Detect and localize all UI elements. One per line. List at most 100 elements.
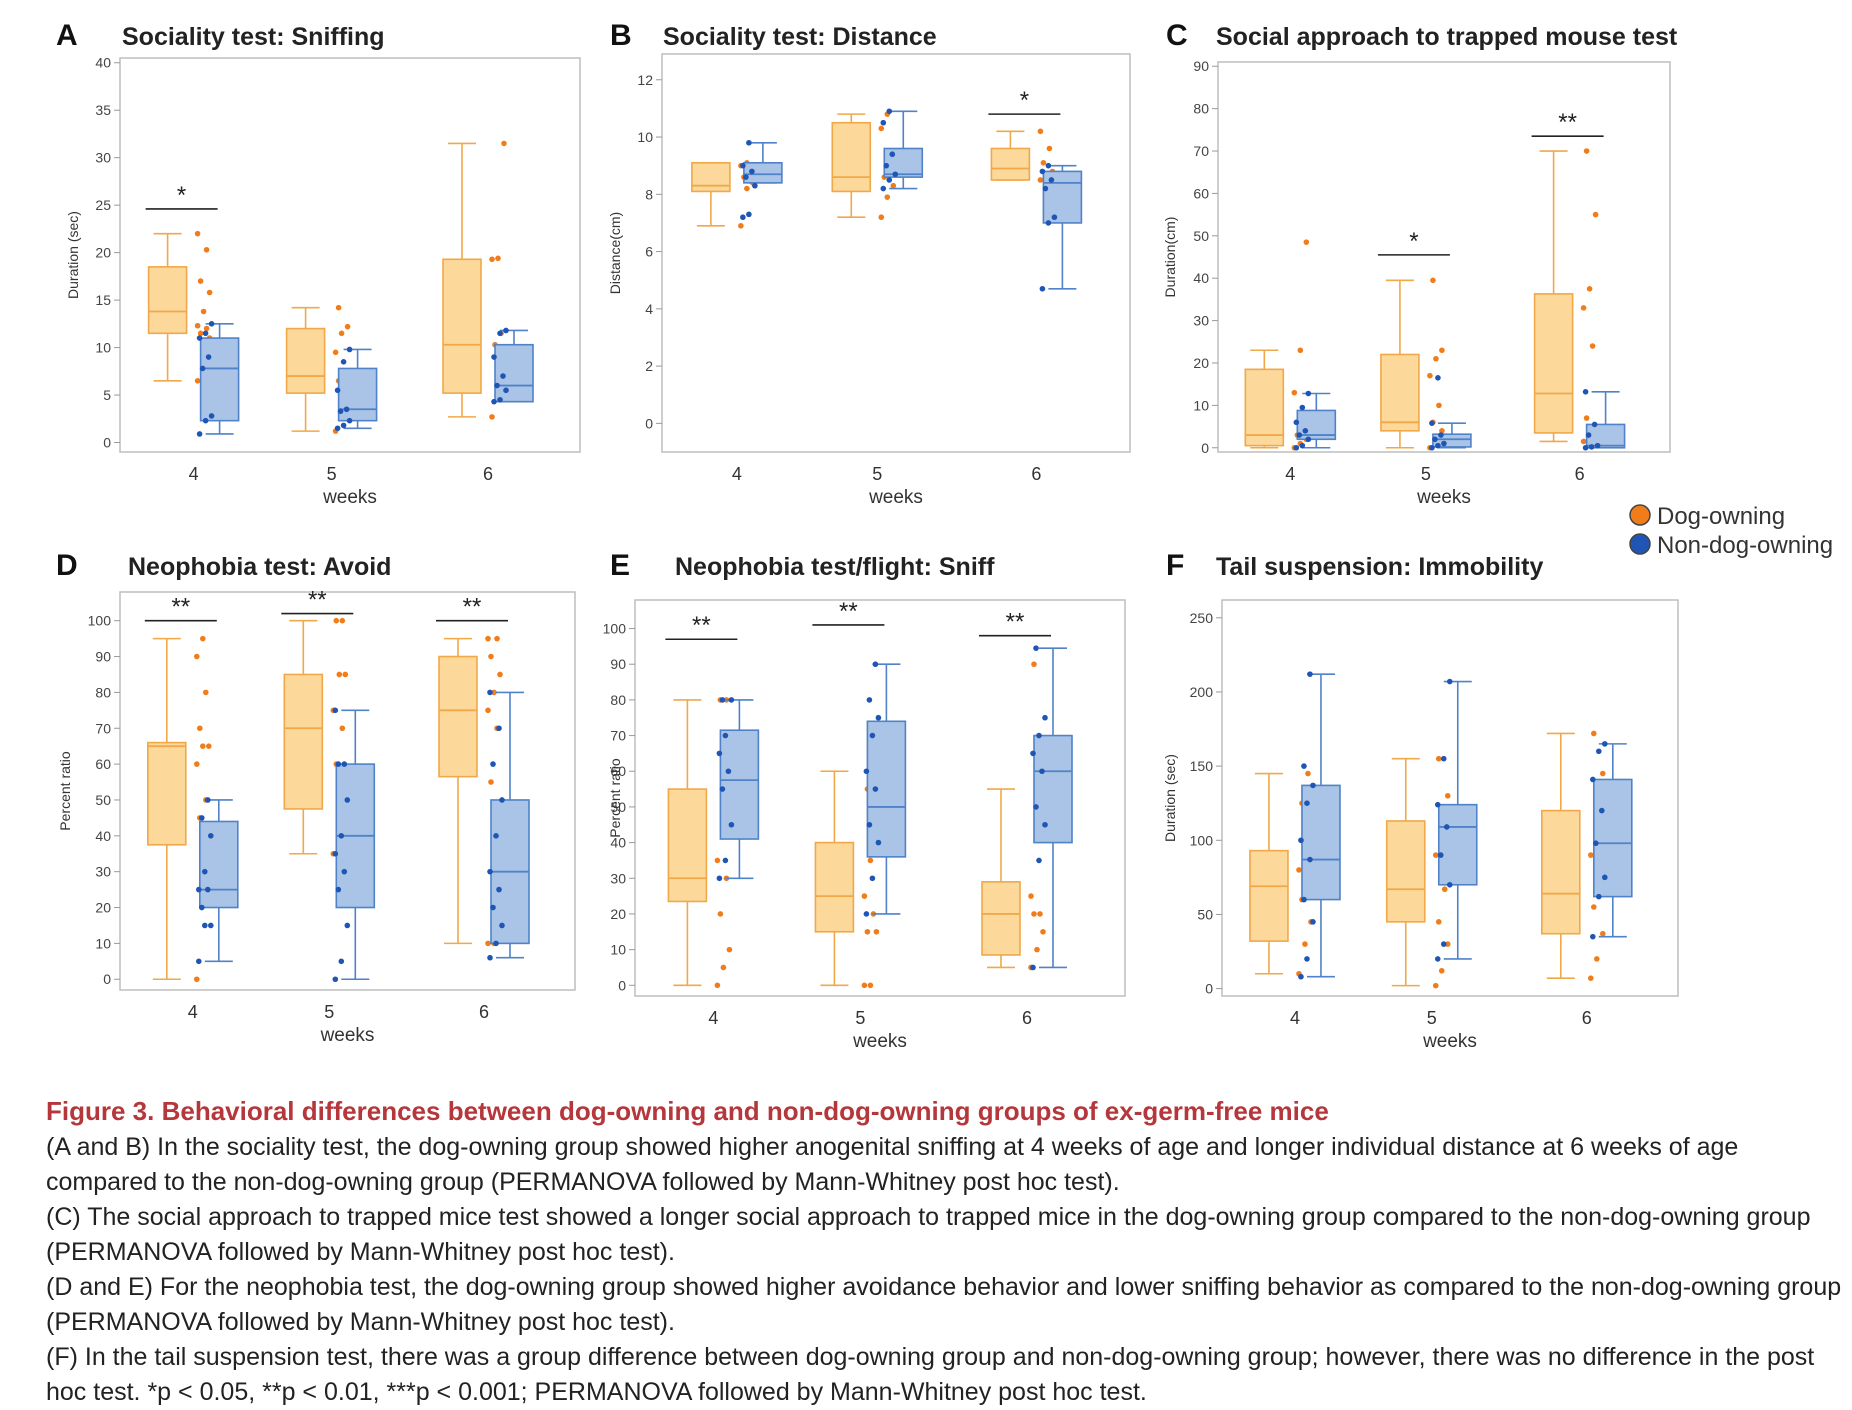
panel-d-point-dog-w6-7 xyxy=(497,671,503,678)
panel-f-point-dog-w6-1 xyxy=(1594,956,1600,962)
panel-c-point-nondog-w6-5 xyxy=(1582,389,1589,395)
panel-d-box-dog-w4 xyxy=(147,637,187,981)
panel-e-point-dog-w4-0 xyxy=(714,982,721,989)
panel-c-point-dog-w5-4 xyxy=(1436,402,1442,409)
caption-paragraph-de: (D and E) For the neophobia test, the do… xyxy=(46,1273,1842,1336)
panel-f-xtick-label-6: 6 xyxy=(1582,1008,1592,1028)
panel-d-point-nondog-w5-10 xyxy=(332,707,339,714)
panel-d-box-nondog-w4 xyxy=(199,799,239,963)
panel-c-point-nondog-w5-0 xyxy=(1429,444,1435,451)
panel-e-point-nondog-w5-7 xyxy=(875,714,882,721)
panel-e-box-dog-w5 xyxy=(814,770,855,987)
panel-d-box-dog-w6 xyxy=(438,637,478,945)
panel-c-point-dog-w6-4 xyxy=(1589,343,1596,349)
panel-a-point-nondog-w6-4 xyxy=(500,373,506,379)
panel-d-plot-frame xyxy=(119,591,576,991)
panel-e-point-dog-w6-1 xyxy=(1034,946,1040,953)
panel-e-point-dog-w6-5 xyxy=(1028,893,1034,899)
panel-d-ytick-label-3: 30 xyxy=(95,864,111,880)
panel-b-point-nondog-w4-4 xyxy=(749,168,755,175)
panel-d-point-nondog-w5-9 xyxy=(341,761,348,767)
panel-a-point-nondog-w5-2 xyxy=(346,417,353,424)
panel-b-box-dog-w4 xyxy=(691,162,731,227)
panel-a-point-nondog-w5-1 xyxy=(340,422,347,429)
panel-d-ytick-label-9: 90 xyxy=(95,649,111,665)
box-iqr xyxy=(1244,368,1285,447)
panel-a-ytick-label-2: 10 xyxy=(95,340,111,356)
panel-b-point-dog-w6-5 xyxy=(1037,128,1044,135)
panel-c-xtick-label-4: 4 xyxy=(1285,464,1295,484)
panel-c-point-dog-w6-0 xyxy=(1580,438,1587,445)
panel-d-point-nondog-w5-3 xyxy=(335,886,342,893)
panel-b-ytick-label-3: 6 xyxy=(645,244,653,260)
panel-e-box-dog-w4 xyxy=(667,699,708,987)
panel-c-point-nondog-w5-5 xyxy=(1429,420,1435,426)
panel-d-point-dog-w5-8 xyxy=(333,617,340,624)
panel-b-ytick-label-5: 10 xyxy=(637,129,653,145)
panel-f-point-dog-w6-3 xyxy=(1591,904,1597,910)
panel-f-point-dog-w5-8 xyxy=(1435,755,1442,762)
panel-a-point-nondog-w4-4 xyxy=(205,354,212,360)
panel-a-point-dog-w4-8 xyxy=(197,278,204,284)
panel-d-point-nondog-w5-5 xyxy=(332,850,339,857)
box-iqr xyxy=(981,881,1021,956)
panel-d-point-dog-w4-5 xyxy=(194,761,200,767)
panel-b-point-nondog-w4-5 xyxy=(740,162,746,169)
panel-d-ytick-label-8: 80 xyxy=(95,684,111,700)
panel-e-point-nondog-w4-1 xyxy=(722,857,729,864)
panel-a-point-nondog-w6-5 xyxy=(491,354,497,360)
panel-b-point-nondog-w4-2 xyxy=(752,182,758,189)
panel-e-point-nondog-w5-4 xyxy=(872,786,879,792)
panel-b-ylabel: Distance(cm) xyxy=(607,212,623,294)
panel-d-point-nondog-w5-4 xyxy=(341,868,348,875)
panel-f-point-dog-w5-3 xyxy=(1435,919,1442,925)
panel-c-point-nondog-w4-1 xyxy=(1299,442,1306,449)
panel-e-point-nondog-w6-1 xyxy=(1036,857,1042,864)
panel-f-point-nondog-w6-4 xyxy=(1599,807,1605,814)
panel-e-point-dog-w5-2 xyxy=(873,928,880,935)
panel-a-plot-frame xyxy=(119,57,581,453)
panel-f-box-nondog-w6 xyxy=(1593,743,1633,938)
panel-a-ytick-label-1: 5 xyxy=(103,387,111,403)
panel-c-sig-label-1: ** xyxy=(1558,109,1577,136)
panel-f-point-nondog-w5-3 xyxy=(1437,852,1444,858)
panel-d-ylabel: Percent ratio xyxy=(57,751,73,831)
panel-c-xlabel: weeks xyxy=(1416,487,1471,508)
panel-a-point-nondog-w5-7 xyxy=(346,346,353,353)
box-iqr xyxy=(814,841,855,933)
panel-a-point-nondog-w5-4 xyxy=(343,406,350,413)
panel-f-box-nondog-w4 xyxy=(1301,673,1341,978)
panel-f-box-nondog-w5 xyxy=(1437,680,1478,960)
panel-b-point-nondog-w6-0 xyxy=(1039,285,1046,292)
box-iqr xyxy=(990,147,1031,181)
panel-f-letter: F xyxy=(1166,549,1184,582)
panel-a-point-nondog-w6-3 xyxy=(494,382,500,389)
panel-e-point-nondog-w6-2 xyxy=(1042,821,1048,828)
panel-a-point-dog-w4-10 xyxy=(194,230,201,237)
panel-e-point-nondog-w4-8 xyxy=(719,697,726,703)
panel-e-xtick-label-4: 4 xyxy=(708,1008,718,1028)
panel-e-letter: E xyxy=(610,549,630,582)
panel-c-point-nondog-w6-3 xyxy=(1585,432,1592,438)
panel-b-point-nondog-w5-5 xyxy=(880,119,887,126)
panel-f: F Tail suspension: Immobility 0 50 100 150 200… xyxy=(1162,549,1679,1052)
panel-e-point-dog-w6-3 xyxy=(1031,911,1037,917)
panel-f-xtick-label-5: 5 xyxy=(1427,1008,1437,1028)
panel-d-point-nondog-w6-4 xyxy=(496,886,502,893)
panel-a-ytick-label-3: 15 xyxy=(95,292,111,308)
panel-e-point-dog-w4-5 xyxy=(714,857,721,864)
panel-c-ytick-label-7: 70 xyxy=(1193,143,1209,159)
panel-a-point-dog-w4-4 xyxy=(203,325,210,332)
panel-d-point-nondog-w6-9 xyxy=(496,725,502,732)
panel-f-point-nondog-w6-1 xyxy=(1596,893,1602,900)
panel-a-xtick-label-6: 6 xyxy=(483,464,493,484)
panel-e-ytick-label-0: 0 xyxy=(618,977,626,993)
caption-paragraph-f: (F) In the tail suspension test, there w… xyxy=(46,1343,1815,1406)
panel-c-point-nondog-w6-1 xyxy=(1588,444,1595,450)
panel-f-point-nondog-w4-8 xyxy=(1301,763,1307,769)
panel-b-point-dog-w5-0 xyxy=(878,214,885,221)
panel-b-point-nondog-w6-6 xyxy=(1045,162,1052,169)
panel-f-point-nondog-w6-7 xyxy=(1602,741,1608,747)
panel-b-xlabel: weeks xyxy=(868,487,923,508)
box-iqr xyxy=(438,655,478,778)
